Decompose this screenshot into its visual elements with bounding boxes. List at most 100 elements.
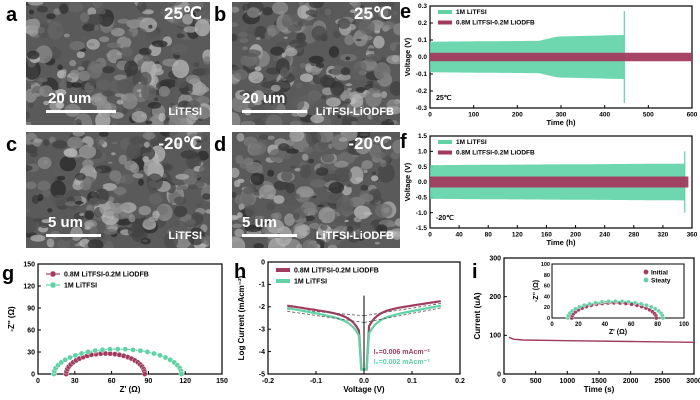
sem-grain xyxy=(174,196,187,205)
y-tick-label: 120 xyxy=(23,283,35,290)
sem-grain xyxy=(33,218,42,223)
sem-grain xyxy=(182,13,194,25)
sem-grain xyxy=(59,156,77,172)
sem-grain xyxy=(122,108,128,115)
x-tick-label: 120 xyxy=(179,378,191,385)
sem-grain xyxy=(344,34,355,46)
inset-x-axis-label: Z' (Ω) xyxy=(609,329,627,336)
sem-grain xyxy=(118,154,128,165)
x-tick-label: 2500 xyxy=(655,378,671,385)
sem-grain xyxy=(196,96,210,105)
sem-grain xyxy=(96,79,112,91)
inset-nyquist-point xyxy=(653,306,658,312)
sem-grain xyxy=(284,47,298,57)
sem-grain xyxy=(299,62,306,69)
sem-grain xyxy=(276,41,288,48)
sem-grain xyxy=(303,208,318,215)
inset-y-tick-label: 20 xyxy=(544,305,550,311)
sem-grain xyxy=(154,97,159,102)
y-tick-label: 0.3 xyxy=(418,3,427,10)
sem-grain xyxy=(41,219,52,224)
sem-grain xyxy=(69,41,85,51)
sem-grain xyxy=(273,195,285,204)
nyquist-point xyxy=(144,349,151,355)
legend-swatch xyxy=(438,140,452,144)
sem-grain xyxy=(253,243,264,248)
sem-grain xyxy=(349,9,357,13)
x-tick-label: 1500 xyxy=(591,378,607,385)
plot-frame xyxy=(37,263,223,375)
sem-grain xyxy=(244,224,262,232)
sem-grain xyxy=(372,92,382,98)
panel-letter: e xyxy=(400,1,411,23)
sem-grain xyxy=(182,168,198,186)
sem-grain xyxy=(131,111,148,123)
legend-swatch xyxy=(276,279,290,283)
y-axis-label: Voltage (V) xyxy=(403,162,412,201)
y-tick-label: 200 xyxy=(489,294,501,301)
sem-grain xyxy=(131,223,140,231)
sem-grain xyxy=(88,197,101,207)
sem-grain xyxy=(324,191,342,204)
sem-grain xyxy=(253,79,261,82)
inset-x-tick-label: 0 xyxy=(550,322,554,328)
sem-grain xyxy=(142,132,156,140)
sem-grain xyxy=(201,235,210,245)
sem-grain xyxy=(88,78,97,87)
panel-letter: f xyxy=(400,131,407,153)
sem-grain xyxy=(243,49,261,57)
sem-grain xyxy=(288,39,307,48)
sem-grain xyxy=(262,96,276,104)
y-tick-label: 1.0 xyxy=(418,149,427,156)
legend-marker xyxy=(49,270,57,278)
y-tick-label: -2 xyxy=(259,304,265,311)
sem-grain xyxy=(267,169,275,177)
sem-grain xyxy=(324,8,332,16)
sem-grain xyxy=(340,90,353,102)
sem-panel-a: 25℃ 20 um LiTFSI a xyxy=(0,0,212,127)
x-tick-label: 0 xyxy=(502,378,506,385)
sem-grain xyxy=(278,240,287,244)
sem-grain xyxy=(232,191,237,198)
sem-grain xyxy=(146,173,163,191)
electrolyte-label: LiTFSI xyxy=(168,230,202,242)
sem-grain xyxy=(109,170,122,182)
sem-grain xyxy=(374,241,380,245)
sem-grain xyxy=(205,209,210,214)
sem-grain xyxy=(358,19,375,35)
sem-grain xyxy=(95,165,112,174)
sem-grain xyxy=(341,185,352,196)
y-tick-label: 1.5 xyxy=(418,133,427,140)
sem-grain xyxy=(344,98,352,104)
sem-grain xyxy=(295,82,303,89)
sem-grain xyxy=(249,141,266,156)
sem-grain xyxy=(55,89,67,96)
sem-grain xyxy=(47,21,64,40)
sem-grain xyxy=(309,179,327,188)
x-tick-label: 150 xyxy=(216,378,228,385)
sem-grain xyxy=(37,197,42,202)
sem-grain xyxy=(186,112,197,125)
sem-grain xyxy=(43,100,50,106)
sem-grain xyxy=(111,152,116,156)
inset-nyquist-point xyxy=(573,306,578,312)
sem-grain xyxy=(26,121,32,125)
sem-grain xyxy=(87,60,103,79)
nyquist-point xyxy=(141,371,148,377)
sem-grain xyxy=(373,35,385,49)
sem-grain xyxy=(296,186,314,198)
sem-grain xyxy=(163,232,179,248)
sem-grain xyxy=(187,227,206,246)
sem-grain xyxy=(92,2,103,9)
sem-grain xyxy=(142,239,148,242)
sem-grain xyxy=(81,35,87,40)
y-tick-label: -1.0 xyxy=(416,210,428,217)
sem-grain xyxy=(159,79,178,88)
exchange-current-label: I₀=0.002 mAcm⁻² xyxy=(374,359,431,366)
voltage-profile-chart-25c: 0 100 200 300 400 500 600 -0.3 -0.2 -0.1 0.0 0.1 0.2… xyxy=(400,1,698,127)
sem-grain xyxy=(132,173,144,179)
sem-grain xyxy=(247,7,260,18)
sem-grain xyxy=(304,63,312,71)
sem-grain xyxy=(121,93,138,110)
